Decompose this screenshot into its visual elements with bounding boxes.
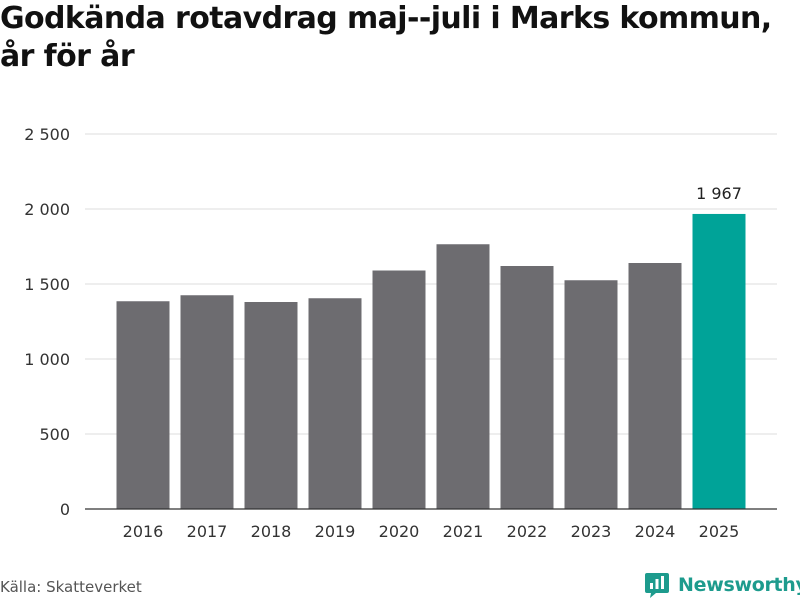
bar-2017 <box>180 295 234 509</box>
x-tick-label: 2023 <box>571 522 612 541</box>
x-tick-label: 2017 <box>187 522 228 541</box>
x-tick-label: 2016 <box>123 522 164 541</box>
bar-2018 <box>244 302 298 509</box>
y-tick-label: 500 <box>39 425 70 444</box>
bar-2024 <box>628 263 682 509</box>
bar-2019 <box>308 298 362 509</box>
bar-2016 <box>116 301 170 509</box>
bar-2023 <box>564 280 618 509</box>
y-tick-label: 0 <box>60 500 70 519</box>
x-tick-label: 2019 <box>315 522 356 541</box>
x-tick-label: 2025 <box>699 522 740 541</box>
source-note: Källa: Skatteverket <box>0 578 142 596</box>
newsworthy-logo-icon <box>645 573 669 598</box>
x-axis-tick-labels: 2016 2017 2018 2019 2020 2021 2022 2023 2024 2025 <box>123 522 740 541</box>
chart-title: Godkända rotavdrag maj--juli i Marks kom… <box>0 1 772 74</box>
y-tick-label: 1 500 <box>24 275 70 294</box>
x-tick-label: 2024 <box>635 522 676 541</box>
data-label: 1 967 <box>696 184 742 203</box>
brand-logo: Newsworthy <box>644 570 800 600</box>
x-tick-label: 2018 <box>251 522 292 541</box>
x-tick-label: 2020 <box>379 522 420 541</box>
y-tick-label: 1 000 <box>24 350 70 369</box>
bar-2022 <box>500 266 554 509</box>
bar-2021 <box>436 244 490 509</box>
bar-2020 <box>372 270 426 509</box>
bars <box>116 213 746 509</box>
y-tick-label: 2 500 <box>24 125 70 144</box>
data-labels: 1 967 <box>696 184 742 203</box>
brand-name: Newsworthy <box>678 574 800 596</box>
y-axis-tick-labels: 0 500 1 000 1 500 2 000 2 500 <box>24 125 70 519</box>
x-tick-label: 2022 <box>507 522 548 541</box>
x-tick-label: 2021 <box>443 522 484 541</box>
y-tick-label: 2 000 <box>24 200 70 219</box>
bar-2025 <box>692 213 746 509</box>
